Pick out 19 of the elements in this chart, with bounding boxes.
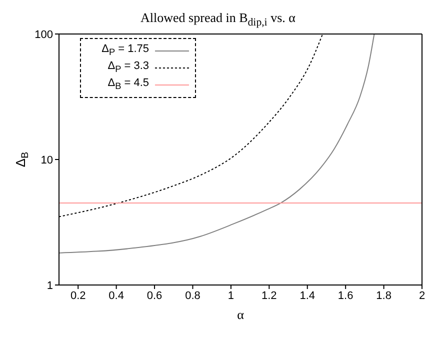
y-tick-label: 100: [34, 28, 53, 41]
x-tick-label: 1.6: [338, 290, 354, 302]
legend-label: Δ$_{P}$ = 3.3: [106, 59, 149, 76]
x-tick-label: 1.2: [262, 290, 277, 302]
line-series: [59, 34, 375, 254]
x-tick-label: 1.8: [376, 290, 392, 302]
legend-label: Δ$_{B}$ = 4.5: [106, 76, 149, 94]
legend-label: Δ$_{P}$ = 1.75: [100, 42, 149, 60]
chart-title: Allowed spread in B$_{dip,i}$ vs. α: [140, 9, 296, 30]
x-tick-label: 0.4: [108, 290, 124, 302]
x-axis-title: α: [237, 307, 244, 322]
x-tick-label: 2: [418, 290, 426, 302]
x-tick-label: 1: [228, 290, 234, 302]
y-tick-label: 10: [40, 154, 53, 166]
x-tick-label: 0.8: [185, 290, 200, 302]
x-tick-label: 0.6: [146, 290, 162, 302]
y-tick-label: 1: [46, 280, 53, 292]
x-tick-label: 0.2: [70, 290, 86, 302]
x-tick-label: 1.4: [300, 290, 316, 302]
